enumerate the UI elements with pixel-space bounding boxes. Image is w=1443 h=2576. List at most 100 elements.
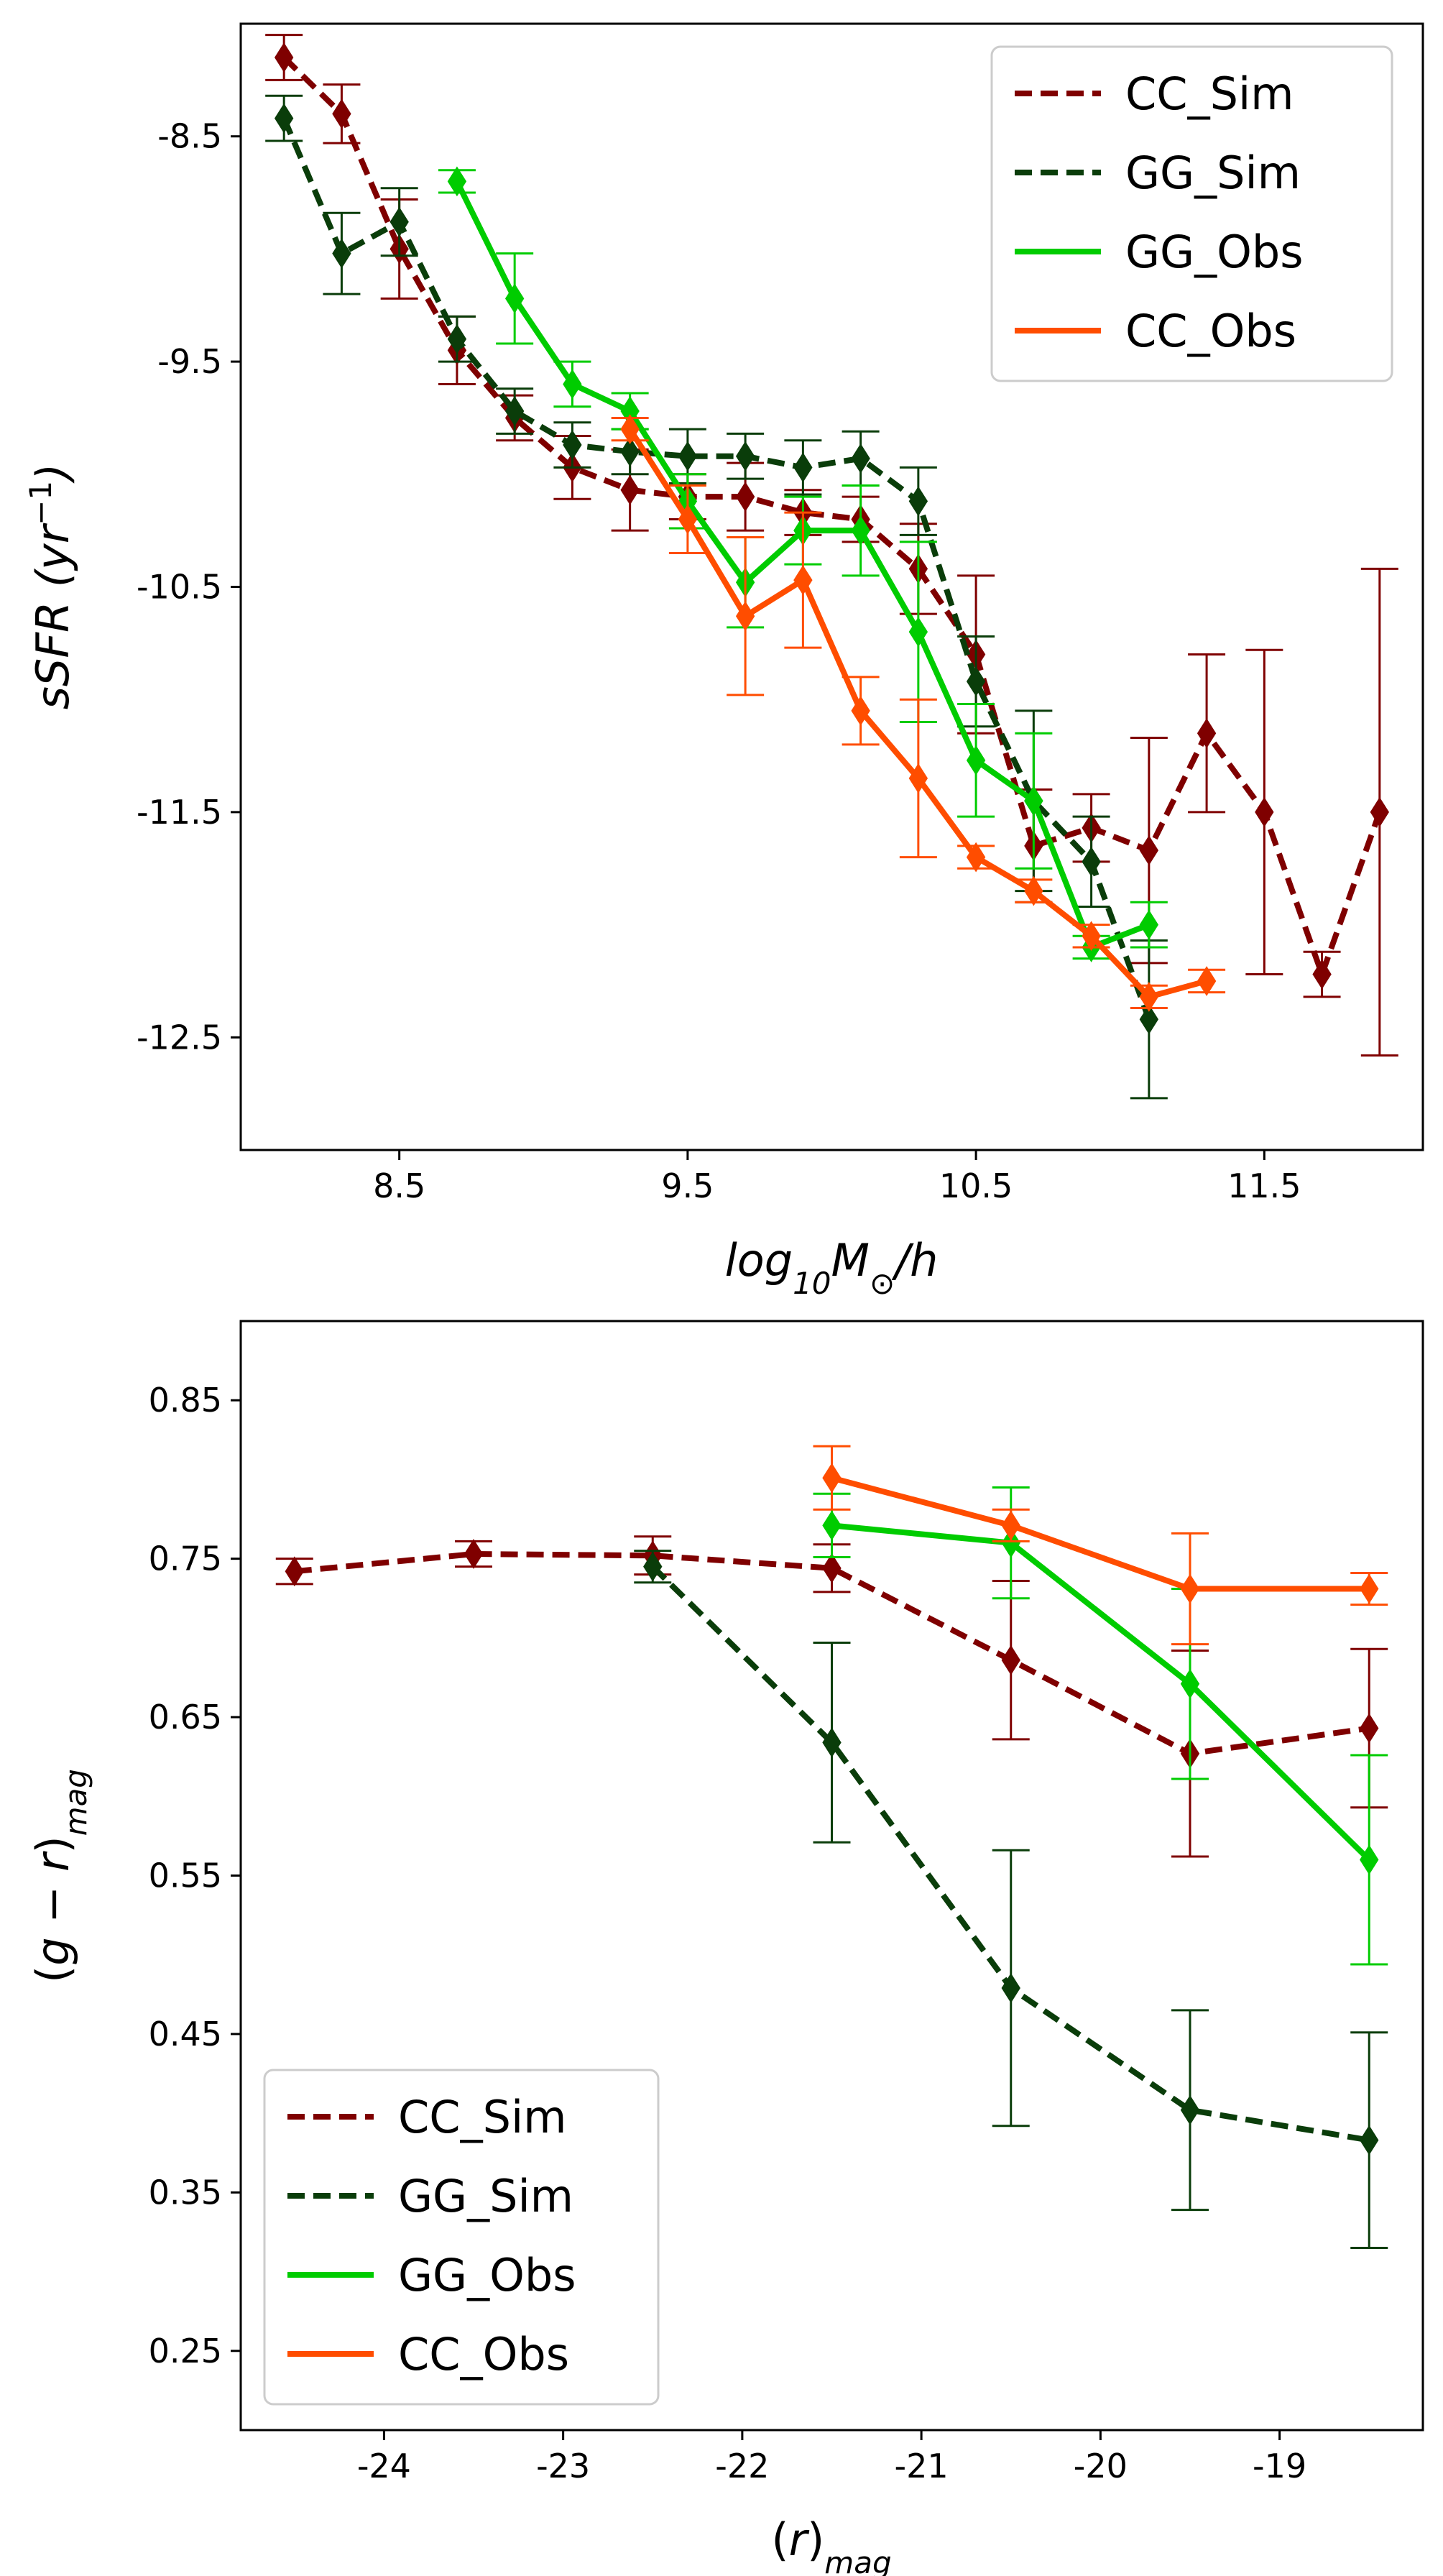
- top-gg-sim-marker: [1139, 1004, 1159, 1035]
- bottom-y-label-minus: −: [27, 1872, 79, 1937]
- top-cc-sim-marker: [1255, 797, 1274, 827]
- top-gg-sim-marker: [447, 323, 467, 354]
- bottom-gg-sim-marker: [822, 1727, 842, 1758]
- bottom-legend: CC_Sim GG_Sim GG_Obs CC_Obs: [263, 2069, 660, 2406]
- top-panel: 8.5 9.5 10.5 11.5 -8.5 -9.5 -10.5 -11.5 -12.5 lo…: [23, 22, 1424, 1301]
- top-x-axis-label: log10M⊙/h: [725, 1234, 939, 1301]
- bottom-gg-sim-marker: [643, 1551, 663, 1582]
- bottom-gg-sim-marker: [1360, 2125, 1379, 2156]
- top-legend-label-cc-obs: CC_Obs: [1125, 305, 1296, 357]
- top-cc-obs-marker: [851, 695, 870, 726]
- top-y-label-close: ): [27, 464, 79, 484]
- top-gg-obs-marker: [966, 745, 986, 776]
- bottom-y-tick-label: 0.65: [149, 1698, 222, 1736]
- top-cc-sim-marker: [1197, 718, 1217, 749]
- top-gg-sim-marker: [332, 238, 351, 269]
- top-gg-obs-marker: [908, 617, 928, 648]
- top-cc-sim-marker: [1370, 797, 1390, 827]
- top-cc-obs-marker: [1139, 982, 1159, 1012]
- top-gg-sim-marker: [563, 430, 582, 460]
- bottom-legend-box: [263, 2069, 660, 2406]
- bottom-y-tick-label: 0.25: [149, 2332, 222, 2370]
- top-cc-sim-marker: [620, 474, 640, 505]
- top-cc-sim-marker: [275, 42, 294, 73]
- top-x-label-h: /h: [891, 1234, 938, 1287]
- top-y-label-main: sSFR (yr: [27, 523, 79, 709]
- bottom-legend-label-gg-obs: GG_Obs: [398, 2249, 576, 2301]
- bottom-gg-obs-marker: [1180, 1668, 1200, 1699]
- bottom-x-tick-label: -22: [715, 2447, 769, 2485]
- bottom-plot-area: [275, 1445, 1388, 2250]
- bottom-cc-sim-marker: [464, 1539, 484, 1569]
- bottom-cc-obs-line: [831, 1475, 1370, 1592]
- top-x-tick-label: 10.5: [939, 1167, 1013, 1205]
- bottom-cc-sim-marker: [1001, 1644, 1020, 1675]
- top-legend-box: [990, 45, 1393, 382]
- bottom-x-tick-label: -21: [895, 2447, 949, 2485]
- bottom-legend-label-cc-sim: CC_Sim: [398, 2091, 567, 2143]
- top-gg-sim-marker: [793, 452, 813, 483]
- bottom-gg-obs-line: [831, 1522, 1372, 1862]
- bottom-legend-label-cc-obs: CC_Obs: [398, 2328, 569, 2380]
- top-gg-sim-marker: [504, 396, 525, 426]
- top-gg-sim-marker: [908, 486, 928, 517]
- top-cc-obs-marker: [908, 763, 928, 794]
- bottom-series-cc-obs: [813, 1445, 1388, 1646]
- top-gg-sim-marker: [851, 443, 870, 474]
- top-cc-obs-marker: [793, 565, 813, 595]
- bottom-cc-sim-marker: [822, 1552, 842, 1583]
- top-cc-obs-marker: [1082, 921, 1101, 952]
- top-x-tick-label: 8.5: [373, 1167, 425, 1205]
- top-cc-sim-marker: [1139, 835, 1159, 866]
- bottom-cc-obs-marker: [1001, 1510, 1020, 1541]
- bottom-series-gg-sim: [634, 1550, 1388, 2250]
- top-x-label-sub: 10: [793, 1266, 831, 1301]
- bottom-x-label-close: ): [807, 2513, 824, 2566]
- bottom-cc-obs-marker: [1360, 1573, 1379, 1604]
- bottom-y-tick-label: 0.35: [149, 2173, 222, 2212]
- bottom-axis-ticks: -24 -23 -22 -21 -20 -19 0.85 0.75 0.65 0.55 0.45 0.…: [149, 1381, 1307, 2485]
- top-cc-obs-marker: [1197, 966, 1217, 996]
- top-gg-obs-marker: [563, 369, 582, 400]
- top-cc-sim-marker: [735, 482, 755, 512]
- top-gg-sim-line: [281, 117, 1152, 1021]
- top-cc-obs-marker: [1024, 875, 1043, 906]
- bottom-series-gg-obs: [813, 1486, 1388, 1966]
- top-legend: CC_Sim GG_Sim GG_Obs CC_Obs: [990, 45, 1393, 382]
- bottom-cc-sim-marker: [285, 1556, 304, 1587]
- bottom-gg-sim-marker: [1001, 1973, 1020, 2003]
- top-plot-area: [265, 34, 1398, 1100]
- bottom-gg-obs-marker: [1001, 1527, 1020, 1558]
- bottom-y-label-g: g: [27, 1937, 79, 1965]
- bottom-x-tick-label: -19: [1253, 2447, 1306, 2485]
- top-gg-obs-marker: [504, 283, 525, 314]
- top-gg-sim-marker: [966, 666, 986, 697]
- bottom-x-tick-label: -24: [357, 2447, 411, 2485]
- top-cc-obs-marker: [620, 414, 640, 444]
- bottom-cc-obs-marker: [1180, 1573, 1200, 1604]
- top-x-label-sun: ⊙: [870, 1266, 895, 1301]
- top-gg-sim-marker: [389, 206, 409, 237]
- bottom-y-tick-label: 0.75: [149, 1540, 222, 1578]
- bottom-y-label-r: r: [27, 1851, 79, 1872]
- top-y-axis-label: sSFR (yr−1): [23, 464, 80, 710]
- bottom-gg-obs-marker: [1360, 1844, 1379, 1875]
- top-x-label-main: log: [725, 1234, 793, 1287]
- top-gg-obs-marker: [1024, 786, 1043, 816]
- top-series-cc-obs: [611, 414, 1226, 1012]
- bottom-y-label-close: ): [27, 1836, 79, 1853]
- bottom-y-label-open: (: [27, 1966, 79, 1983]
- top-cc-obs-marker: [678, 504, 698, 535]
- bottom-gg-obs-marker: [822, 1510, 842, 1541]
- bottom-cc-obs-marker: [822, 1463, 842, 1494]
- bottom-gg-sim-marker: [1180, 2094, 1200, 2125]
- top-gg-sim-marker: [620, 436, 640, 467]
- top-y-tick-label: -8.5: [157, 117, 222, 156]
- bottom-cc-sim-marker: [1360, 1713, 1379, 1744]
- bottom-y-tick-label: 0.55: [149, 1857, 222, 1895]
- top-y-label-exp: −1: [23, 481, 58, 525]
- bottom-y-label-sub: mag: [58, 1769, 93, 1836]
- top-gg-sim-marker: [275, 103, 294, 134]
- bottom-y-tick-label: 0.85: [149, 1381, 222, 1420]
